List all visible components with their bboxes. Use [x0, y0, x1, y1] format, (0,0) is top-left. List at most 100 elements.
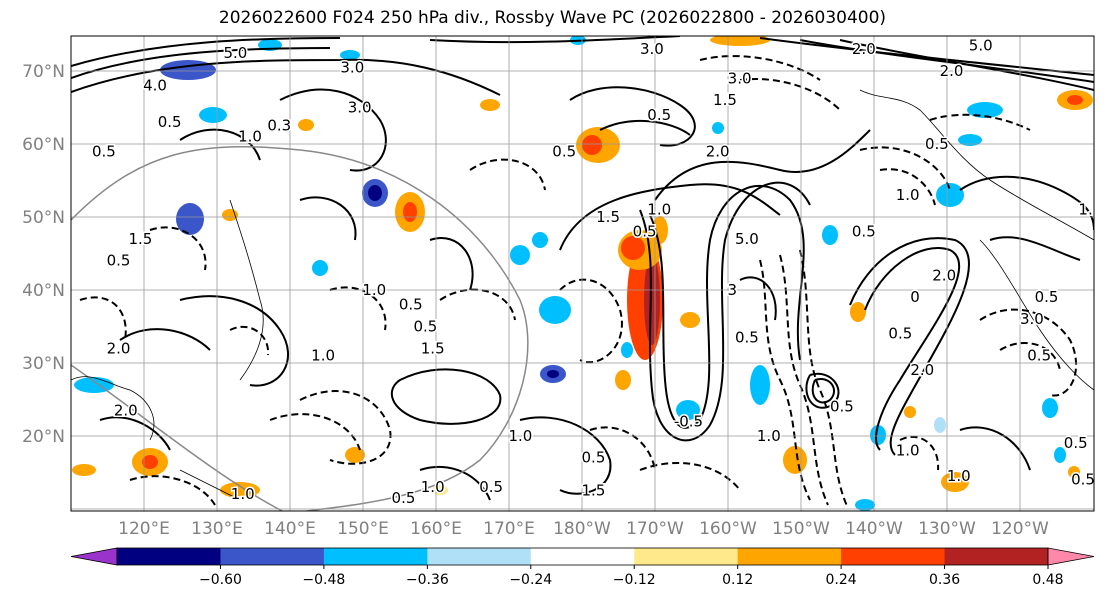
contour-label: 0: [910, 288, 920, 306]
contour-label: 3.0: [340, 58, 364, 76]
coastlines: [71, 89, 1094, 501]
colorbar-swatch: [427, 548, 532, 565]
colorbar-tick-label: 0.48: [1032, 572, 1063, 588]
divergence-shading: [72, 36, 1093, 511]
contour-label: 2.0: [910, 361, 934, 379]
lon-label-140w: 140°W: [845, 519, 903, 539]
contour-label: 1.0: [231, 485, 255, 503]
latitude-axis: 70°N 60°N 50°N 40°N 30°N 20°N: [22, 62, 65, 447]
contour-label: 2.0: [114, 401, 138, 419]
contour-label: 1.5: [596, 208, 620, 226]
lon-label-150e: 150°E: [337, 519, 389, 539]
lon-label-170w: 170°W: [626, 519, 684, 539]
plot-frame: [70, 35, 1095, 512]
colorbar-swatch: [323, 548, 428, 565]
contour-label: 0.5: [830, 398, 854, 416]
contour-label: 1.0: [421, 478, 445, 496]
contour-label: 3.0: [728, 69, 752, 87]
contour-label: 1.5: [128, 230, 152, 248]
contour-label: 0.5: [413, 317, 437, 335]
colorbar-tick-label: −0.24: [509, 572, 552, 588]
contour-label: 1.0: [508, 427, 532, 445]
colorbar-tick-label: −0.60: [199, 572, 242, 588]
contour-label: 0.5: [1071, 471, 1095, 489]
contour-label: 1.0: [238, 128, 262, 146]
lon-label-140e: 140°E: [264, 519, 316, 539]
contour-label: 0.5: [633, 223, 657, 241]
contour-label: 3: [728, 281, 738, 299]
colorbar-swatch: [737, 548, 842, 565]
lat-label-60n: 60°N: [22, 135, 65, 155]
colorbar-tick-label: 0.12: [722, 572, 753, 588]
contour-label: 2.0: [932, 266, 956, 284]
lon-label-120e: 120°E: [118, 519, 170, 539]
contour-label: 1.0: [947, 467, 971, 485]
contour-label: 0.5: [888, 325, 912, 343]
contour-label: 0.5: [735, 328, 759, 346]
contour-label: 0.5: [925, 135, 949, 153]
contour-label: 1.0: [311, 347, 335, 365]
lon-label-160e: 160°E: [410, 519, 462, 539]
lat-label-20n: 20°N: [22, 427, 65, 447]
lon-label-150w: 150°W: [772, 519, 830, 539]
contour-label: 0.5: [852, 223, 876, 241]
graticule: [71, 36, 1094, 511]
contour-label: 0.5: [479, 478, 503, 496]
colorbar-tick-label: −0.12: [613, 572, 656, 588]
lat-label-30n: 30°N: [22, 354, 65, 374]
contour-label: 1.0: [1078, 201, 1102, 219]
lat-label-50n: 50°N: [22, 208, 65, 228]
contour-label: 1.0: [757, 427, 781, 445]
great-circle-arcs: [71, 146, 529, 511]
contour-label: 2.0: [852, 40, 876, 58]
contour-label: 5.0: [223, 44, 247, 62]
contour-label: 0.5: [158, 113, 182, 131]
colorbar: −0.60 −0.48 −0.36 −0.24 −0.12 0.12 0.24 0.36 0.4…: [70, 547, 1095, 588]
contour-label: 1.0: [362, 281, 386, 299]
contour-label: 5.0: [735, 230, 759, 248]
colorbar-swatch: [530, 548, 635, 565]
colorbar-tick-label: −0.36: [406, 572, 449, 588]
contour-label: 2.0: [107, 339, 131, 357]
contour-label: 2.0: [706, 142, 730, 160]
lon-label-130e: 130°E: [191, 519, 243, 539]
contour-label: 0.5: [92, 142, 116, 160]
contour-label: 0.5: [1035, 288, 1059, 306]
contour-label: 0.5: [647, 106, 671, 124]
colorbar-extend-high: [1047, 547, 1095, 566]
longitude-axis: 120°E 130°E 140°E 150°E 160°E 170°E 180°…: [118, 519, 1049, 539]
plot-area: [71, 36, 1094, 511]
contour-label: 5.0: [969, 36, 993, 54]
colorbar-frame: [116, 547, 1049, 566]
lon-label-180w: 180°W: [553, 519, 611, 539]
contour-label: 3.0: [640, 40, 664, 58]
colorbar-tick-label: 0.36: [929, 572, 960, 588]
contour-label: 2.0: [940, 62, 964, 80]
map-title: 2026022600 F024 250 hPa div., Rossby Wav…: [218, 8, 887, 28]
contour-label: 0.5: [552, 142, 576, 160]
contour-label: 1.0: [896, 441, 920, 459]
contour-label: 0.5: [107, 252, 131, 270]
contour-label: 1.0: [896, 186, 920, 204]
contour-label: 0.3: [267, 117, 291, 135]
contour-label: 1.5: [713, 91, 737, 109]
contour-label: 3.0: [1020, 310, 1044, 328]
colorbar-tick-label: 0.24: [826, 572, 857, 588]
contour-label: 0.5: [582, 449, 606, 467]
colorbar-swatch: [944, 548, 1049, 565]
colorbar-swatch: [634, 548, 739, 565]
contour-label: 0.5: [392, 489, 416, 507]
contour-label: 3.0: [348, 99, 372, 117]
lon-label-130w: 130°W: [918, 519, 976, 539]
lon-label-170e: 170°E: [483, 519, 535, 539]
colorbar-swatch: [841, 548, 946, 565]
lon-label-160w: 160°W: [699, 519, 757, 539]
contour-label: 1.0: [647, 201, 671, 219]
contour-labels: 5.0 3.0 4.0 3.0 0.5 1.0 0.3 0.5 3.0 3.0 2.0 5.0 2.0 1…: [90, 36, 1102, 508]
colorbar-tick-label: −0.48: [302, 572, 345, 588]
contour-label: 0.5: [1027, 347, 1051, 365]
contour-label: 0.5: [399, 296, 423, 314]
positive-contours: [71, 36, 1094, 501]
contour-label: 4.0: [143, 77, 167, 95]
